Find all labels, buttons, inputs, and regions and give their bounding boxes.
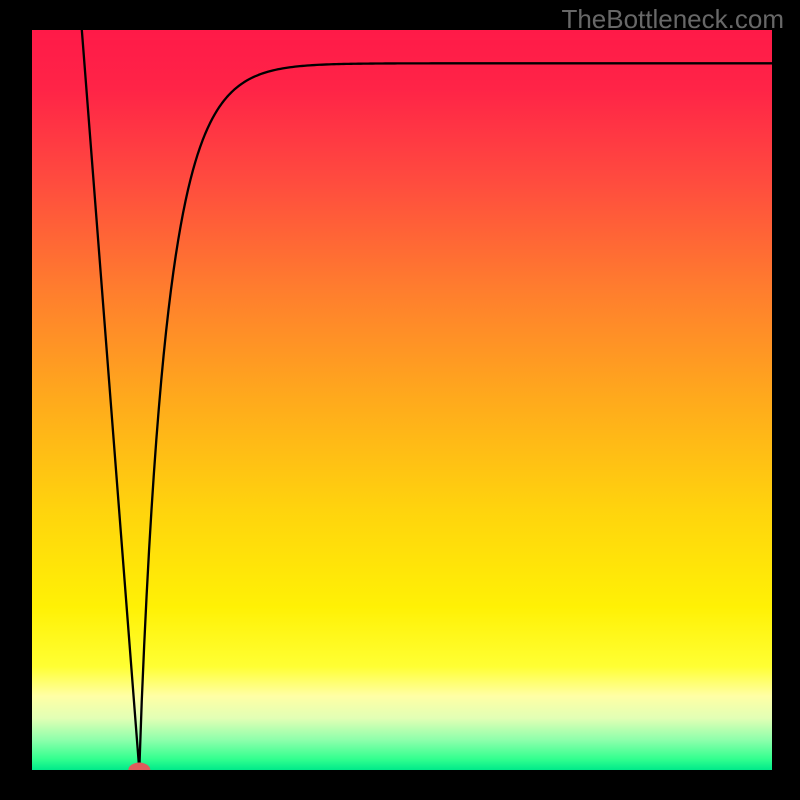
- optimal-marker: [128, 763, 150, 778]
- canvas: TheBottleneck.com: [0, 0, 800, 800]
- chart-svg: [0, 0, 800, 800]
